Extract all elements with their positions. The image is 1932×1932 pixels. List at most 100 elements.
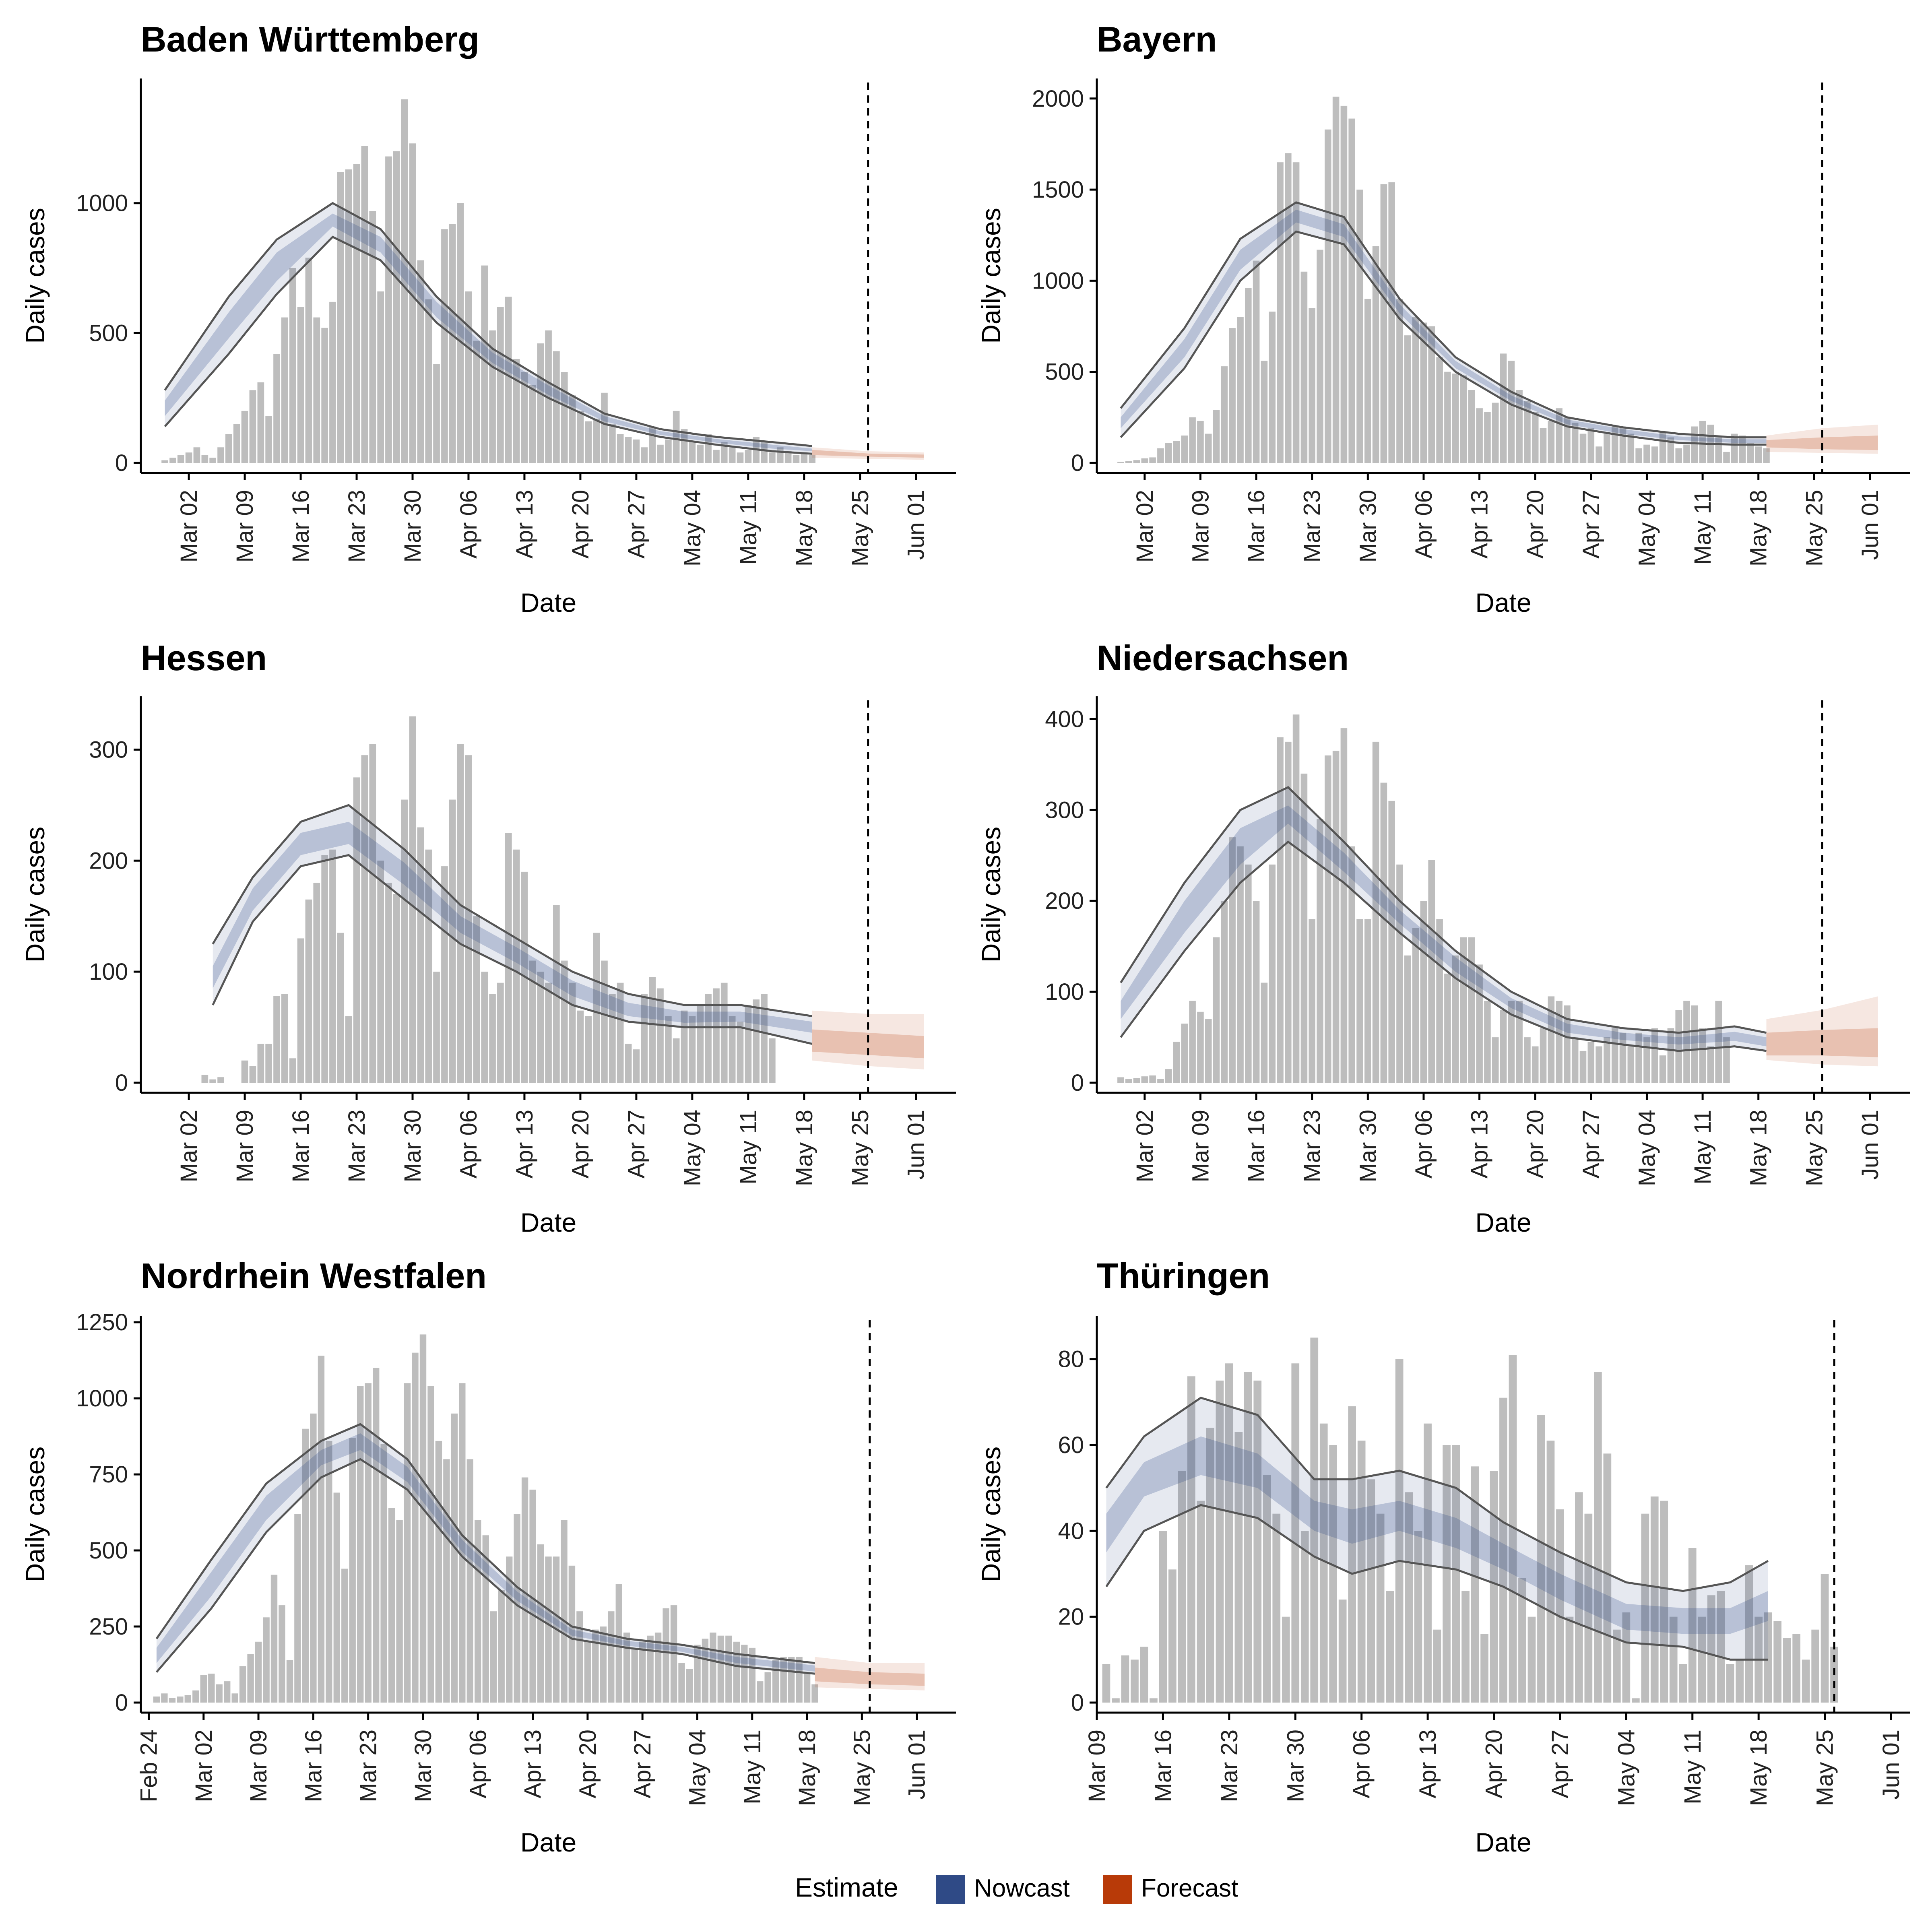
bar (720, 442, 728, 463)
x-tick-label: Jun 01 (1857, 490, 1883, 560)
x-tick-label: May 25 (849, 1730, 875, 1806)
bar (697, 444, 704, 463)
nowcast-band-outer (213, 805, 812, 1044)
interval-line-lo (212, 854, 813, 1045)
bar (318, 1356, 325, 1703)
bar (1802, 1660, 1810, 1703)
bar (1253, 1381, 1262, 1703)
bar (796, 1657, 803, 1703)
bar (273, 996, 280, 1083)
x-tick-label: May 11 (1690, 490, 1716, 565)
bar (1291, 1363, 1300, 1703)
bar (561, 372, 568, 463)
bar (1433, 1629, 1441, 1703)
bar (764, 1672, 771, 1703)
x-tick-label: Mar 02 (176, 490, 202, 563)
bar (1340, 105, 1348, 463)
x-tick-label: Mar 09 (1084, 1730, 1110, 1802)
x-tick-label: Jun 01 (1878, 1730, 1904, 1800)
bar (1500, 353, 1507, 463)
bar (1395, 1359, 1404, 1703)
bar (1594, 1372, 1602, 1703)
bar (545, 983, 552, 1083)
forecast-band-inner (815, 1668, 925, 1686)
bar (584, 1641, 591, 1703)
bar (1309, 919, 1315, 1083)
x-tick-label: Apr 20 (575, 1730, 601, 1798)
bar (729, 447, 736, 463)
x-axis-label: Date (520, 1827, 576, 1857)
bar (224, 1681, 231, 1703)
bar (1699, 421, 1706, 463)
bar (341, 1569, 348, 1703)
forecast-band-outer (1766, 996, 1878, 1067)
bar (1783, 1638, 1791, 1703)
nowcast-band-inner (1106, 1436, 1768, 1634)
bar (1187, 1376, 1195, 1703)
bar (161, 1693, 168, 1703)
bar (705, 994, 712, 1083)
bar (1133, 1078, 1140, 1083)
bar (1404, 335, 1411, 463)
interval-line-lo (164, 235, 812, 455)
bar (1386, 1591, 1394, 1703)
x-tick-label: Mar 16 (288, 1110, 314, 1183)
bar (393, 151, 400, 463)
bar (1221, 366, 1228, 463)
x-tick-label: May 04 (1634, 490, 1660, 566)
bar (1691, 1005, 1698, 1083)
bar (1632, 1698, 1640, 1703)
x-tick-label: May 11 (1690, 1110, 1716, 1185)
panel-title: Nordrhein Westfalen (141, 1256, 487, 1296)
bar (697, 1005, 704, 1083)
bar (1468, 390, 1475, 463)
bar (1348, 118, 1355, 463)
bar (1234, 1432, 1243, 1703)
y-tick-label: 2000 (1032, 86, 1084, 112)
forecast-band-outer (812, 447, 924, 460)
interval-line-lo (1120, 230, 1767, 446)
bar (1332, 97, 1340, 463)
bar (1261, 983, 1268, 1083)
bar (1165, 1069, 1172, 1083)
bar (1651, 446, 1658, 463)
x-tick-label: Jun 01 (904, 1730, 930, 1800)
bar (1317, 250, 1323, 463)
bar (1229, 328, 1236, 463)
bar (1532, 412, 1539, 463)
bar (1460, 937, 1467, 1083)
bar (1565, 1616, 1574, 1703)
bar (788, 1657, 795, 1703)
bar (1723, 452, 1730, 463)
x-axis-label: Date (1475, 1208, 1531, 1237)
x-tick-label: Mar 02 (1132, 490, 1158, 563)
bar (745, 1005, 752, 1083)
x-tick-label: Apr 06 (456, 1110, 482, 1179)
bar (255, 1641, 262, 1703)
bar (289, 1058, 296, 1083)
y-tick-label: 1000 (76, 1385, 128, 1412)
bar (1329, 1445, 1337, 1703)
bar (665, 439, 672, 463)
bar (1679, 1664, 1687, 1703)
x-tick-label: Jun 01 (1857, 1110, 1883, 1180)
bar (1715, 1001, 1722, 1083)
bar (200, 1675, 207, 1703)
panel-3: Hessen 0 100 200 300 Mar 02 Mar 09 Mar 16 Mar 23… (20, 638, 956, 1237)
bar (1213, 937, 1220, 1083)
x-tick-label: Mar 30 (1282, 1730, 1309, 1802)
bar (514, 1514, 520, 1703)
bar (1356, 919, 1363, 1083)
x-tick-label: Apr 06 (456, 490, 482, 559)
bar (1216, 1381, 1224, 1703)
bar (1253, 901, 1260, 1083)
bar (1285, 153, 1292, 463)
bar (1181, 1024, 1188, 1083)
bar (1317, 819, 1323, 1083)
x-tick-label: Mar 09 (1188, 1110, 1214, 1183)
bar (417, 260, 424, 463)
y-tick-label: 0 (115, 450, 128, 476)
x-tick-label: Apr 06 (1349, 1730, 1375, 1798)
bar (1310, 1338, 1319, 1703)
bar (513, 849, 520, 1083)
